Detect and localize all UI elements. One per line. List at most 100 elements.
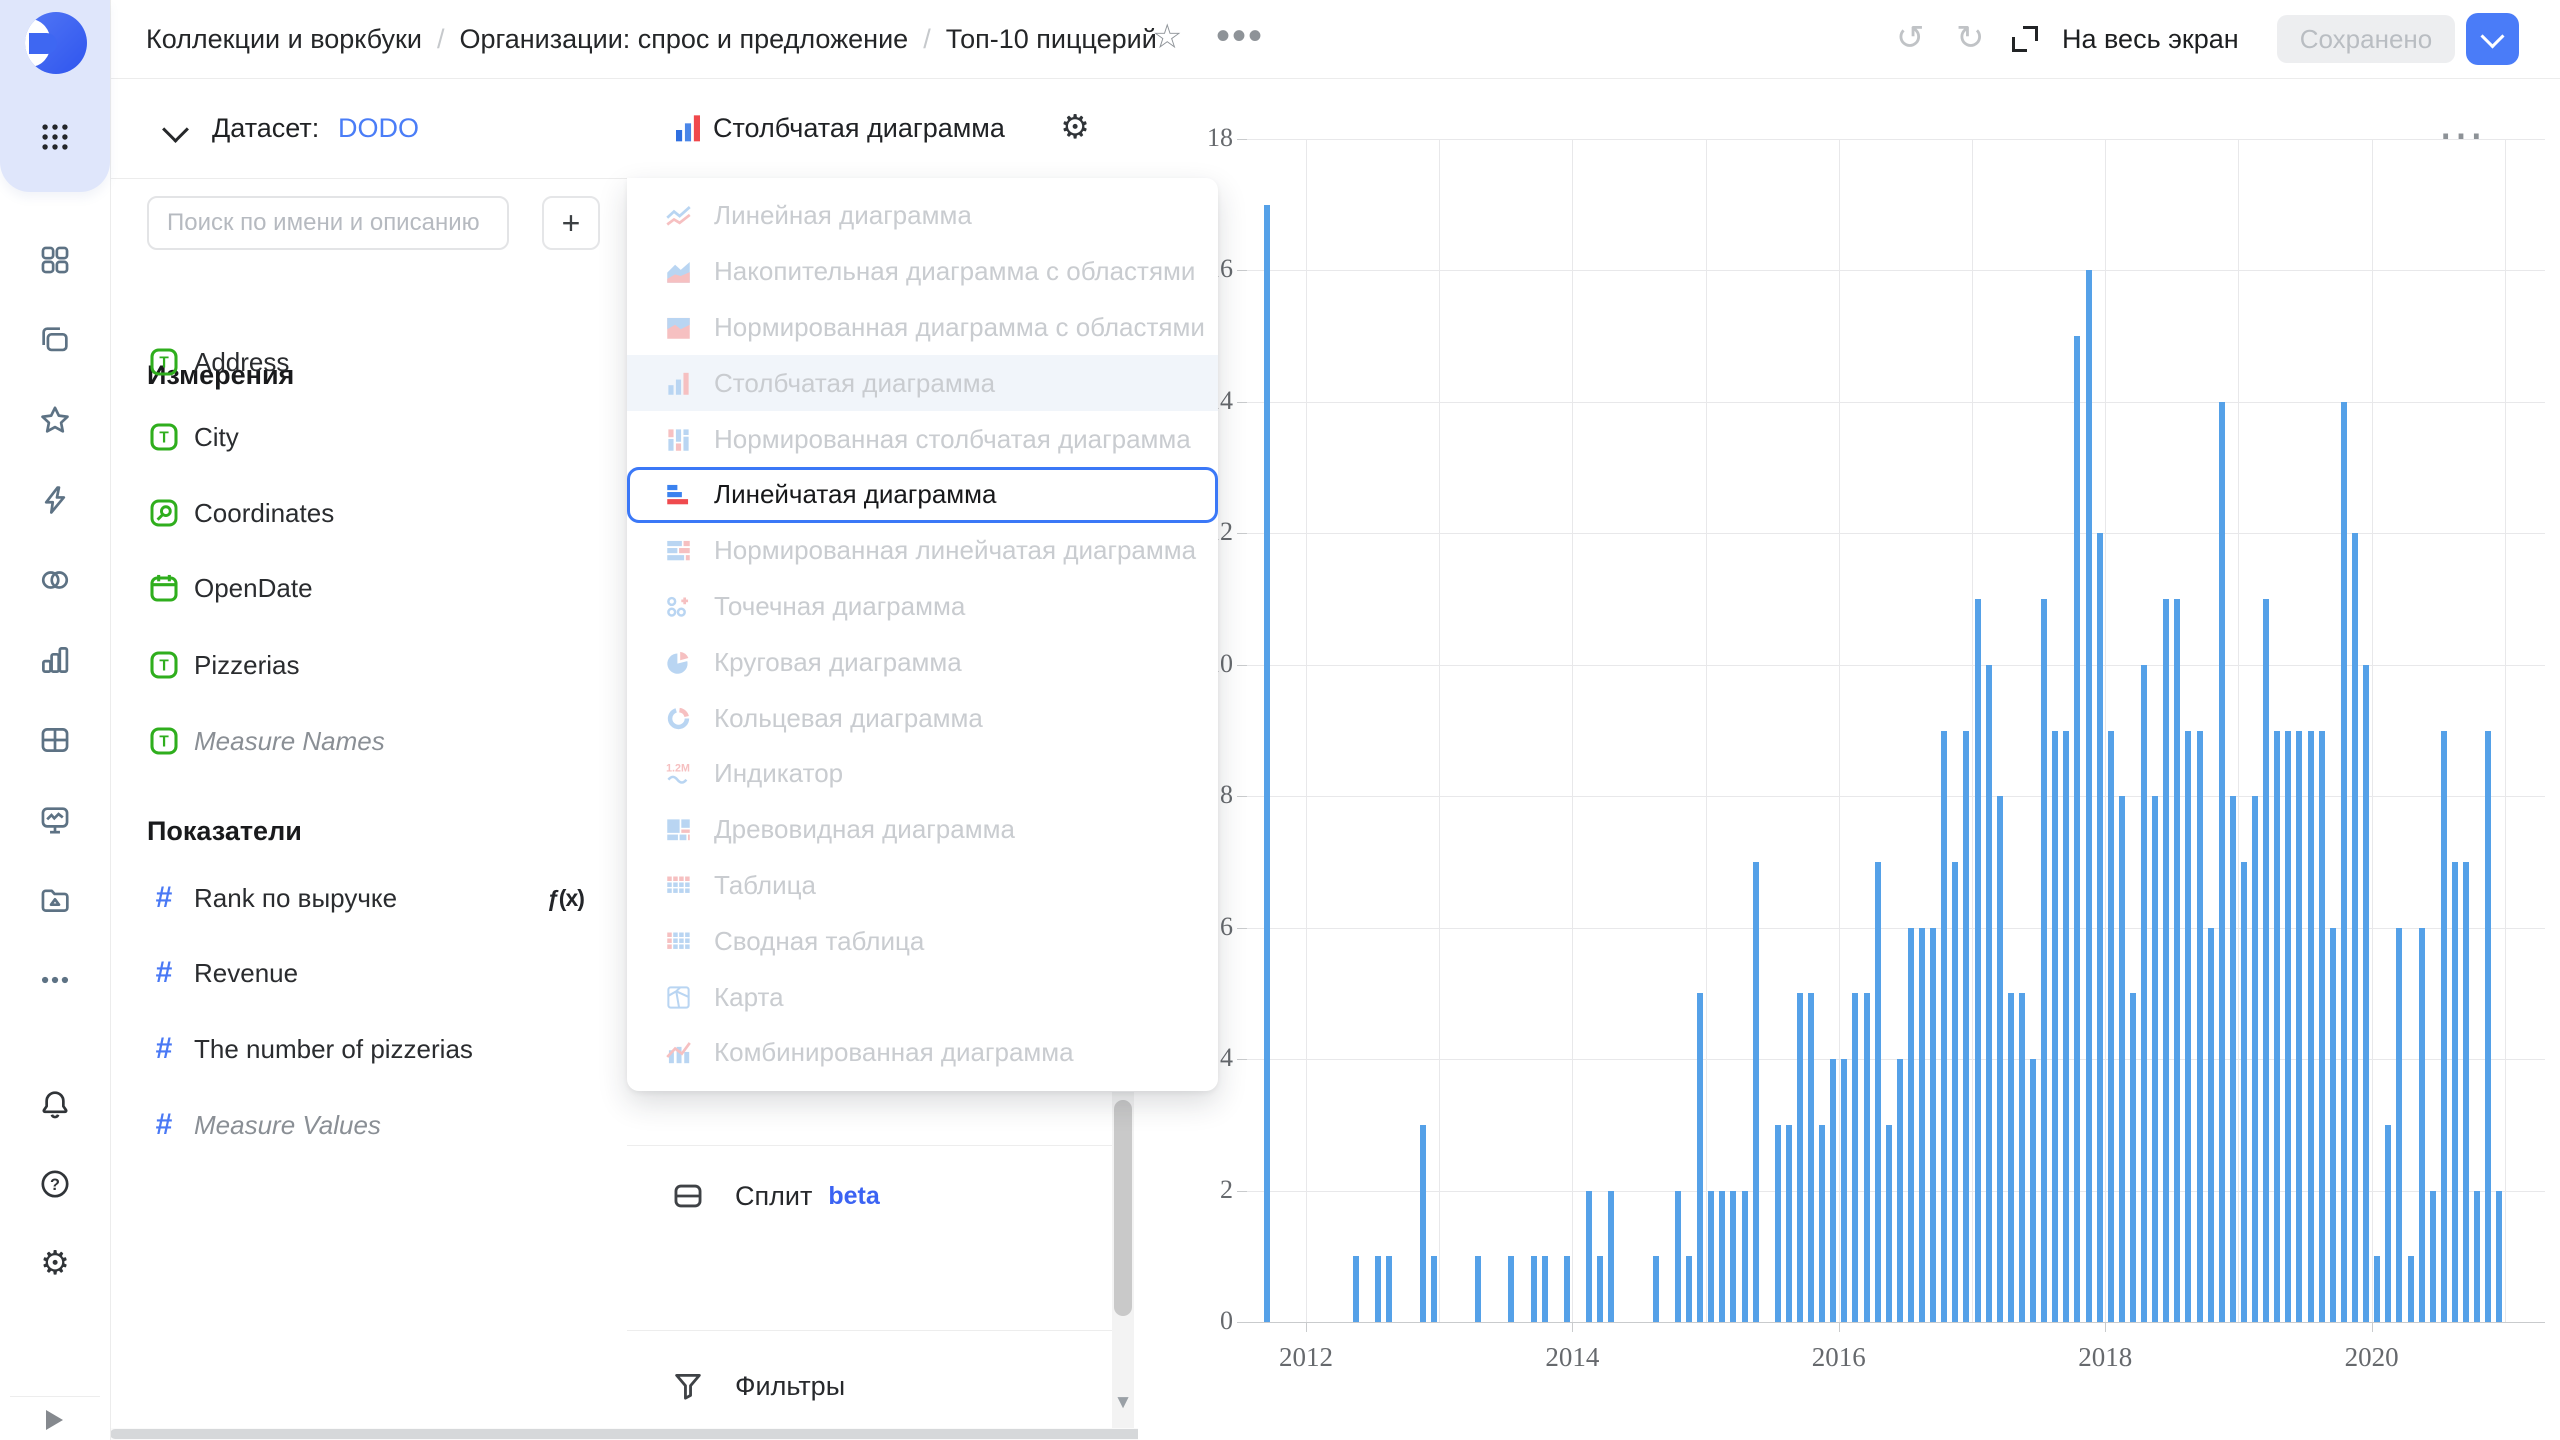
menu-item-pie[interactable]: Круговая диаграмма bbox=[627, 634, 1218, 690]
chart-preview-area: 18 16 14 12 10 8 6 4 2 0 2012 2014 2016 2018 2020 ⋯ bbox=[1138, 78, 2560, 1440]
bar-2018-07 bbox=[2174, 599, 2181, 1322]
chevron-down-icon[interactable] bbox=[162, 116, 189, 143]
bar-2019-06 bbox=[2296, 730, 2303, 1322]
search-input[interactable] bbox=[149, 198, 507, 248]
star-icon[interactable] bbox=[37, 402, 73, 438]
expand-rail-button[interactable] bbox=[46, 1410, 63, 1430]
left-rail: ? ⚙ bbox=[0, 0, 111, 1440]
y-tick bbox=[1237, 927, 1247, 929]
menu-item-line[interactable]: Линейная диаграмма bbox=[627, 188, 1218, 244]
favorite-star-icon[interactable]: ☆ bbox=[1152, 18, 1183, 56]
scroll-down-arrow-icon[interactable]: ▼ bbox=[1113, 1392, 1133, 1413]
bar-2019-04 bbox=[2274, 730, 2281, 1322]
bar-2020-09 bbox=[2463, 861, 2469, 1322]
menu-item-column[interactable]: Столбчатая диаграмма bbox=[627, 355, 1218, 412]
dataset-name-link[interactable]: DODO bbox=[338, 112, 419, 143]
chart-type-label[interactable]: Столбчатая диаграмма bbox=[713, 112, 1005, 143]
gridline bbox=[1247, 796, 2545, 798]
help-icon[interactable]: ? bbox=[37, 1166, 73, 1202]
x-tick bbox=[2371, 1322, 2373, 1332]
field-rank-по-выручке[interactable]: # Rank по выручке ƒ(x) bbox=[147, 870, 587, 926]
folder-image-icon[interactable] bbox=[37, 882, 73, 918]
x-tick bbox=[2105, 1322, 2107, 1332]
chart-settings-gear-icon[interactable]: ⚙ bbox=[1060, 106, 1090, 146]
redo-icon[interactable]: ↻ bbox=[1956, 18, 1985, 58]
field-revenue[interactable]: # Revenue bbox=[147, 945, 587, 1001]
add-field-button[interactable]: + bbox=[542, 196, 600, 250]
svg-text:T: T bbox=[159, 355, 169, 372]
split-section[interactable]: Сплит beta bbox=[669, 1168, 1099, 1224]
field-coordinates[interactable]: Coordinates bbox=[147, 485, 587, 541]
save-button[interactable]: Сохранено bbox=[2277, 15, 2455, 63]
save-dropdown-button[interactable] bbox=[2466, 13, 2519, 65]
more-dots-icon[interactable] bbox=[37, 962, 73, 998]
field-label: OpenDate bbox=[194, 572, 313, 603]
more-actions-icon[interactable]: ••• bbox=[1216, 14, 1265, 58]
fullscreen-icon[interactable] bbox=[2012, 26, 2038, 52]
gridline bbox=[2371, 139, 2373, 1322]
field-opendate[interactable]: OpenDate bbox=[147, 560, 587, 616]
undo-icon[interactable]: ↺ bbox=[1896, 18, 1925, 58]
connections-icon[interactable] bbox=[37, 562, 73, 598]
menu-item-label: Линейная диаграмма bbox=[714, 200, 972, 231]
chevron-down-icon bbox=[2480, 23, 2505, 49]
gridline bbox=[2105, 139, 2107, 1322]
bar-2016-12 bbox=[1963, 730, 1970, 1322]
chart-more-menu-icon[interactable]: ⋯ bbox=[2438, 109, 2487, 161]
fullscreen-button[interactable]: На весь экран bbox=[2062, 23, 2239, 54]
apps-grid-icon[interactable] bbox=[37, 119, 73, 155]
datalens-logo[interactable] bbox=[25, 12, 87, 74]
bar-2019-02 bbox=[2252, 796, 2258, 1322]
lightning-icon[interactable] bbox=[37, 482, 73, 518]
menu-item-scatter[interactable]: Точечная диаграмма bbox=[627, 579, 1218, 635]
field-measure-names[interactable]: T Measure Names bbox=[147, 713, 587, 769]
breadcrumb-collections[interactable]: Коллекции и воркбуки bbox=[146, 23, 422, 54]
bar-2017-06 bbox=[2030, 1059, 2036, 1322]
dashboard-icon[interactable] bbox=[37, 242, 73, 278]
field-city[interactable]: T City bbox=[147, 409, 587, 465]
dataset-header[interactable]: Датасет: DODO bbox=[110, 78, 627, 179]
field-address[interactable]: T Address bbox=[147, 334, 587, 390]
menu-item-treemap[interactable]: Древовидная диаграмма bbox=[627, 802, 1218, 858]
breadcrumb-workbook[interactable]: Организации: спрос и предложение bbox=[459, 23, 909, 54]
bell-icon[interactable] bbox=[37, 1086, 73, 1122]
menu-item-bar[interactable]: Линейчатая диаграмма bbox=[627, 466, 1218, 523]
gear-icon[interactable]: ⚙ bbox=[40, 1242, 70, 1282]
monitor-icon[interactable] bbox=[37, 802, 73, 838]
menu-item-combined[interactable]: Комбинированная диаграмма bbox=[627, 1025, 1218, 1081]
field-measure-values[interactable]: # Measure Values bbox=[147, 1097, 587, 1153]
gridline bbox=[1838, 139, 1840, 1322]
menu-item-label: Кольцевая диаграмма bbox=[714, 702, 983, 733]
chart-type-selector[interactable]: Столбчатая диаграмма ⚙ bbox=[627, 78, 1138, 179]
field-pizzerias[interactable]: T Pizzerias bbox=[147, 637, 587, 693]
bar-2012-11 bbox=[1419, 1124, 1426, 1322]
field-the-number-of-pizzerias[interactable]: # The number of pizzerias bbox=[147, 1021, 587, 1077]
y-tick bbox=[1237, 796, 1247, 798]
bar-2015-09 bbox=[1797, 993, 1803, 1322]
menu-item-area-normalized[interactable]: Нормированная диаграмма с областями bbox=[627, 300, 1218, 356]
table-icon[interactable] bbox=[37, 722, 73, 758]
pivot-chart-icon bbox=[665, 928, 692, 955]
filters-section[interactable]: Фильтры bbox=[669, 1358, 1099, 1414]
menu-item-pivot[interactable]: Сводная таблица bbox=[627, 913, 1218, 969]
bar-2012-05 bbox=[1352, 1256, 1359, 1322]
bar-2018-03 bbox=[2129, 993, 2136, 1322]
bar-2019-10 bbox=[2340, 401, 2347, 1322]
menu-item-column-normalized[interactable]: Нормированная столбчатая диаграмма bbox=[627, 411, 1218, 467]
menu-item-label: Линейчатая диаграмма bbox=[714, 479, 997, 510]
bar-2015-07 bbox=[1774, 1124, 1781, 1322]
menu-item-indicator[interactable]: 1.2M Индикатор bbox=[627, 746, 1218, 802]
menu-item-donut[interactable]: Кольцевая диаграмма bbox=[627, 690, 1218, 746]
menu-item-map[interactable]: Карта bbox=[627, 969, 1218, 1025]
menu-item-area-stacked[interactable]: Накопительная диаграмма с областями bbox=[627, 244, 1218, 300]
collections-icon[interactable] bbox=[37, 322, 73, 358]
bar-chart-icon[interactable] bbox=[37, 642, 73, 678]
y-axis-label: 18 bbox=[1207, 123, 1233, 152]
settings-scrollbar-thumb[interactable] bbox=[1114, 1100, 1132, 1316]
menu-item-table[interactable]: Таблица bbox=[627, 858, 1218, 914]
bar-2020-04 bbox=[2407, 1256, 2414, 1322]
breadcrumb-current[interactable]: Топ-10 пиццерий bbox=[945, 23, 1157, 54]
bar-2019-07 bbox=[2307, 730, 2314, 1322]
y-axis-label: 4 bbox=[1220, 1043, 1233, 1073]
menu-item-bar-normalized[interactable]: Нормированная линейчатая диаграмма bbox=[627, 523, 1218, 579]
